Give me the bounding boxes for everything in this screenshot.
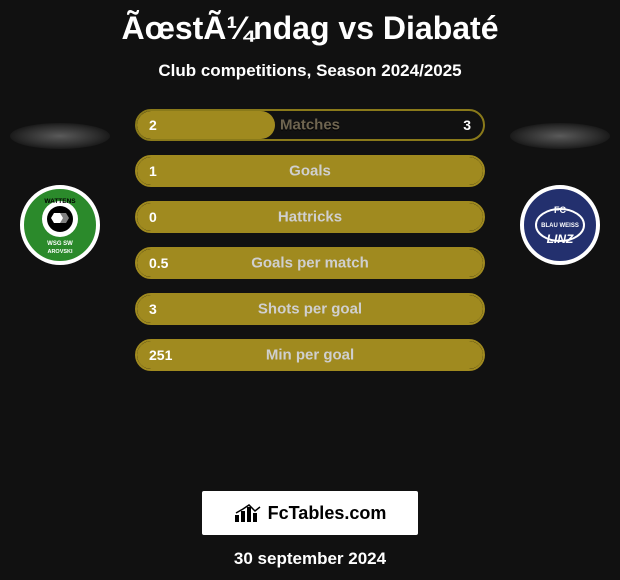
stat-left-value: 0 bbox=[149, 209, 157, 225]
stat-row: 251 Min per goal bbox=[135, 339, 485, 371]
team-badge-left: WATTENS WSG SW AROVSKI bbox=[20, 185, 100, 265]
badge-right-text-top: FC bbox=[554, 205, 566, 215]
wattens-badge-icon: WATTENS WSG SW AROVSKI bbox=[24, 189, 96, 261]
stat-row: 1 Goals bbox=[135, 155, 485, 187]
stat-row: 3 Shots per goal bbox=[135, 293, 485, 325]
stat-label: Goals per match bbox=[251, 255, 369, 272]
stat-left-value: 251 bbox=[149, 347, 172, 363]
comparison-content: WATTENS WSG SW AROVSKI FC BLAU WEISS LIN… bbox=[0, 109, 620, 489]
stat-left-value: 0.5 bbox=[149, 255, 168, 271]
page-date: 30 september 2024 bbox=[0, 535, 620, 569]
team-badge-right-circle: FC BLAU WEISS LINZ bbox=[520, 185, 600, 265]
stat-label: Min per goal bbox=[266, 347, 354, 364]
stat-left-value: 1 bbox=[149, 163, 157, 179]
shadow-ellipse-right bbox=[510, 123, 610, 149]
page-title: ÃœstÃ¼ndag vs Diabaté bbox=[0, 0, 620, 47]
stat-row: 0 Hattricks bbox=[135, 201, 485, 233]
team-badge-right: FC BLAU WEISS LINZ bbox=[520, 185, 600, 265]
badge-left-text-top: WATTENS bbox=[44, 198, 76, 205]
stat-right-value: 3 bbox=[463, 117, 471, 133]
stat-left-value: 2 bbox=[149, 117, 157, 133]
stat-label: Matches bbox=[280, 117, 340, 134]
page-subtitle: Club competitions, Season 2024/2025 bbox=[0, 47, 620, 81]
badge-left-text-mid: WSG SW bbox=[47, 241, 73, 247]
stat-left-value: 3 bbox=[149, 301, 157, 317]
stat-bars: 2 Matches 3 1 Goals 0 Hattricks 0.5 Goals per ma… bbox=[135, 109, 485, 385]
badge-right-text-bottom: LINZ bbox=[547, 232, 574, 246]
shadow-ellipse-left bbox=[10, 123, 110, 149]
stat-bar-fill bbox=[137, 111, 275, 139]
branding-chart-icon bbox=[234, 503, 262, 523]
branding-box: FcTables.com bbox=[202, 491, 418, 535]
stat-label: Goals bbox=[289, 163, 331, 180]
badge-left-text-bottom: AROVSKI bbox=[47, 249, 73, 255]
stat-row: 0.5 Goals per match bbox=[135, 247, 485, 279]
team-badge-left-circle: WATTENS WSG SW AROVSKI bbox=[20, 185, 100, 265]
stat-label: Hattricks bbox=[278, 209, 342, 226]
branding-text: FcTables.com bbox=[268, 503, 387, 524]
linz-badge-icon: FC BLAU WEISS LINZ bbox=[524, 189, 596, 261]
stat-row: 2 Matches 3 bbox=[135, 109, 485, 141]
stat-label: Shots per goal bbox=[258, 301, 362, 318]
badge-right-text-mid: BLAU WEISS bbox=[541, 223, 579, 229]
